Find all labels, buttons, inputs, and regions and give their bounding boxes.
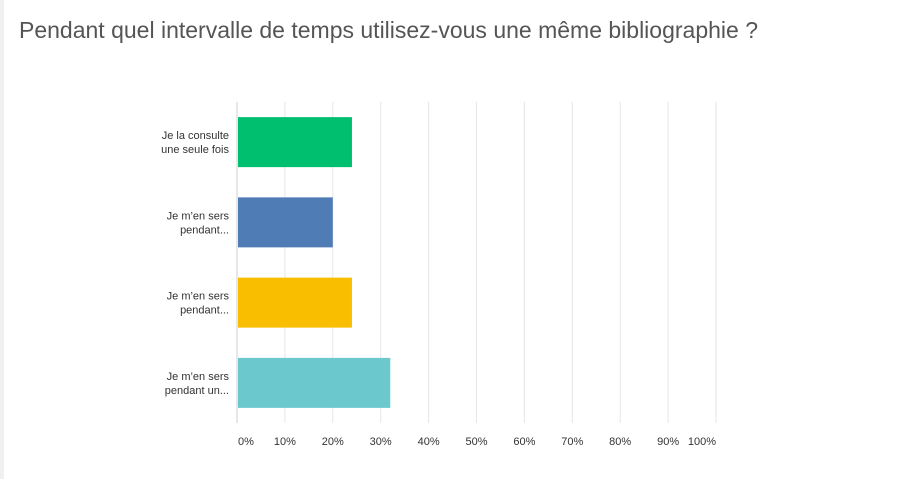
- bar[interactable]: [238, 117, 352, 168]
- bars: [238, 117, 391, 408]
- category-label-line: Je m’en sers: [167, 371, 230, 383]
- x-tick-label: 100%: [688, 436, 716, 448]
- category-label-line: Je la consulte: [162, 130, 229, 142]
- bar[interactable]: [238, 357, 391, 408]
- panel-edge: [0, 0, 4, 479]
- category-label: Je la consulte une seule fois: [161, 130, 229, 156]
- category-labels: Je la consulte une seule fois Je m’en sers…: [161, 130, 229, 397]
- category-label-line: Je m’en sers: [167, 210, 230, 222]
- x-axis-ticks: 0% 10% 20% 30% 40% 50% 60% 70% 80% 90% 100%: [238, 436, 716, 448]
- x-tick-label: 60%: [513, 436, 535, 448]
- category-label: Je m’en sers pendant un...: [165, 371, 230, 397]
- x-tick-label: 0%: [238, 436, 254, 448]
- category-label-line: pendant...: [180, 224, 229, 236]
- category-label: Je m’en sers pendant...: [167, 210, 230, 236]
- x-tick-label: 70%: [561, 436, 583, 448]
- category-label-line: une seule fois: [161, 144, 229, 156]
- chart-title: Pendant quel intervalle de temps utilise…: [19, 17, 758, 43]
- category-label-line: Je m’en sers: [167, 291, 230, 303]
- x-tick-label: 90%: [657, 436, 679, 448]
- x-tick-label: 20%: [322, 436, 344, 448]
- category-label: Je m’en sers pendant...: [167, 291, 230, 317]
- x-tick-label: 40%: [418, 436, 440, 448]
- category-label-line: pendant...: [180, 305, 229, 317]
- category-label-line: pendant un...: [165, 385, 229, 397]
- bar[interactable]: [238, 197, 333, 248]
- x-tick-label: 50%: [465, 436, 487, 448]
- x-tick-label: 80%: [609, 436, 631, 448]
- bar[interactable]: [238, 277, 352, 328]
- x-tick-label: 10%: [274, 436, 296, 448]
- x-tick-label: 30%: [370, 436, 392, 448]
